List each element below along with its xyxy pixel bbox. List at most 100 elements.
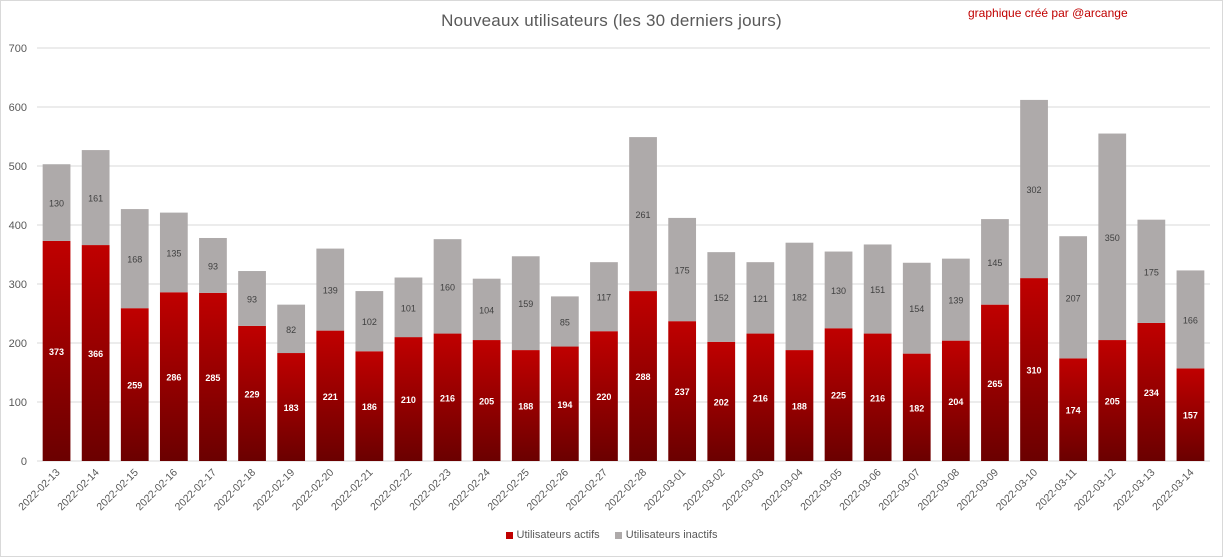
y-tick-label: 300 xyxy=(9,279,27,291)
bar-inactive xyxy=(981,219,1009,305)
data-label-active: 202 xyxy=(714,397,729,407)
bars xyxy=(42,99,1205,461)
bar-active xyxy=(902,353,931,461)
bar-inactive xyxy=(1098,133,1127,341)
bar-inactive xyxy=(238,271,266,326)
bar-active xyxy=(941,340,970,461)
bar-active xyxy=(981,304,1009,461)
y-tick-label: 500 xyxy=(9,161,27,173)
bar-active xyxy=(1020,278,1048,461)
data-label-inactive: 350 xyxy=(1105,233,1120,243)
data-label-active: 216 xyxy=(440,393,455,403)
data-label-active: 216 xyxy=(870,393,885,403)
data-label-inactive: 182 xyxy=(792,292,807,302)
data-label-inactive: 175 xyxy=(1144,267,1159,277)
data-label-inactive: 82 xyxy=(286,325,296,335)
data-label-inactive: 130 xyxy=(49,199,64,209)
legend-swatch-active xyxy=(505,531,513,539)
x-tick-label: 2022-03-10 xyxy=(994,467,1041,514)
data-label-active: 310 xyxy=(1027,366,1042,376)
data-label-active: 205 xyxy=(479,397,494,407)
legend-swatch-inactive xyxy=(614,531,622,539)
bar-active xyxy=(472,340,501,461)
bar-inactive xyxy=(707,252,736,342)
data-label-inactive: 261 xyxy=(636,210,651,220)
bar-inactive xyxy=(316,248,345,331)
y-tick-label: 100 xyxy=(9,397,27,409)
bar-active xyxy=(668,321,697,461)
bar-active xyxy=(355,351,384,461)
bar-inactive xyxy=(824,251,853,329)
bar-active xyxy=(1137,322,1166,461)
data-label-inactive: 161 xyxy=(88,194,103,204)
data-label-active: 182 xyxy=(909,403,924,413)
data-label-active: 288 xyxy=(636,372,651,382)
data-label-inactive: 139 xyxy=(323,286,338,296)
bar-inactive xyxy=(1020,99,1048,279)
data-label-inactive: 104 xyxy=(479,305,494,315)
data-label-inactive: 85 xyxy=(560,317,570,327)
data-label-active: 237 xyxy=(675,387,690,397)
data-labels: 373 130 366 161 259 168 286 135 285 93 229 93 183 82 2… xyxy=(49,185,1198,421)
data-label-active: 221 xyxy=(323,392,338,402)
bar-inactive xyxy=(863,244,892,334)
data-label-active: 259 xyxy=(127,381,142,391)
data-label-inactive: 93 xyxy=(247,294,257,304)
credit-label: graphique créé par @arcange xyxy=(968,6,1128,20)
legend-label-inactive: Utilisateurs inactifs xyxy=(625,529,718,541)
bar-active xyxy=(316,330,345,461)
bar-active xyxy=(1176,368,1205,461)
bar-inactive xyxy=(81,150,110,246)
data-label-active: 188 xyxy=(518,402,533,412)
data-label-inactive: 101 xyxy=(401,303,416,313)
data-label-active: 220 xyxy=(596,392,611,402)
data-label-inactive: 117 xyxy=(597,293,611,303)
x-axis-tick-labels: 2022-02-132022-02-142022-02-152022-02-16… xyxy=(16,467,1196,514)
bar-inactive xyxy=(590,262,618,332)
bar-inactive xyxy=(511,256,540,351)
data-label-active: 194 xyxy=(557,400,572,410)
data-label-inactive: 166 xyxy=(1183,315,1198,325)
data-label-active: 265 xyxy=(987,379,1002,389)
data-label-active: 373 xyxy=(49,347,64,357)
data-label-active: 210 xyxy=(401,395,416,405)
bar-active xyxy=(42,240,71,461)
data-label-inactive: 168 xyxy=(127,255,142,265)
bar-inactive xyxy=(785,242,814,351)
data-label-inactive: 130 xyxy=(831,286,846,296)
gridlines xyxy=(37,47,1210,462)
data-label-active: 183 xyxy=(284,403,299,413)
data-label-active: 229 xyxy=(245,389,260,399)
data-label-active: 234 xyxy=(1144,388,1159,398)
bar-active xyxy=(785,350,814,461)
data-label-inactive: 175 xyxy=(675,266,690,276)
bar-inactive xyxy=(472,278,501,341)
bar-active xyxy=(746,333,775,461)
legend: Utilisateurs actifs Utilisateurs inactif… xyxy=(0,529,1223,542)
bar-active xyxy=(1059,358,1088,461)
data-label-inactive: 135 xyxy=(166,248,181,258)
data-label-inactive: 151 xyxy=(870,285,885,295)
bar-active xyxy=(394,337,423,461)
data-label-active: 204 xyxy=(948,397,963,407)
bar-inactive xyxy=(394,277,423,338)
data-label-active: 188 xyxy=(792,402,807,412)
data-label-active: 286 xyxy=(166,373,181,383)
x-tick-label: 2022-03-14 xyxy=(1150,467,1197,514)
y-tick-label: 200 xyxy=(9,338,27,350)
bar-inactive xyxy=(199,237,227,293)
data-label-inactive: 145 xyxy=(987,258,1002,268)
y-tick-label: 600 xyxy=(9,102,27,114)
bar-active xyxy=(199,292,227,461)
data-label-active: 285 xyxy=(205,373,220,383)
y-tick-label: 700 xyxy=(9,43,27,55)
bar-active xyxy=(511,350,540,461)
legend-item-active: Utilisateurs actifs xyxy=(505,529,600,541)
data-label-active: 186 xyxy=(362,402,377,412)
bar-inactive xyxy=(120,209,149,309)
data-label-inactive: 102 xyxy=(362,317,377,327)
y-tick-label: 400 xyxy=(9,220,27,232)
bar-active xyxy=(238,325,266,461)
data-label-inactive: 139 xyxy=(948,296,963,306)
data-label-active: 205 xyxy=(1105,397,1120,407)
